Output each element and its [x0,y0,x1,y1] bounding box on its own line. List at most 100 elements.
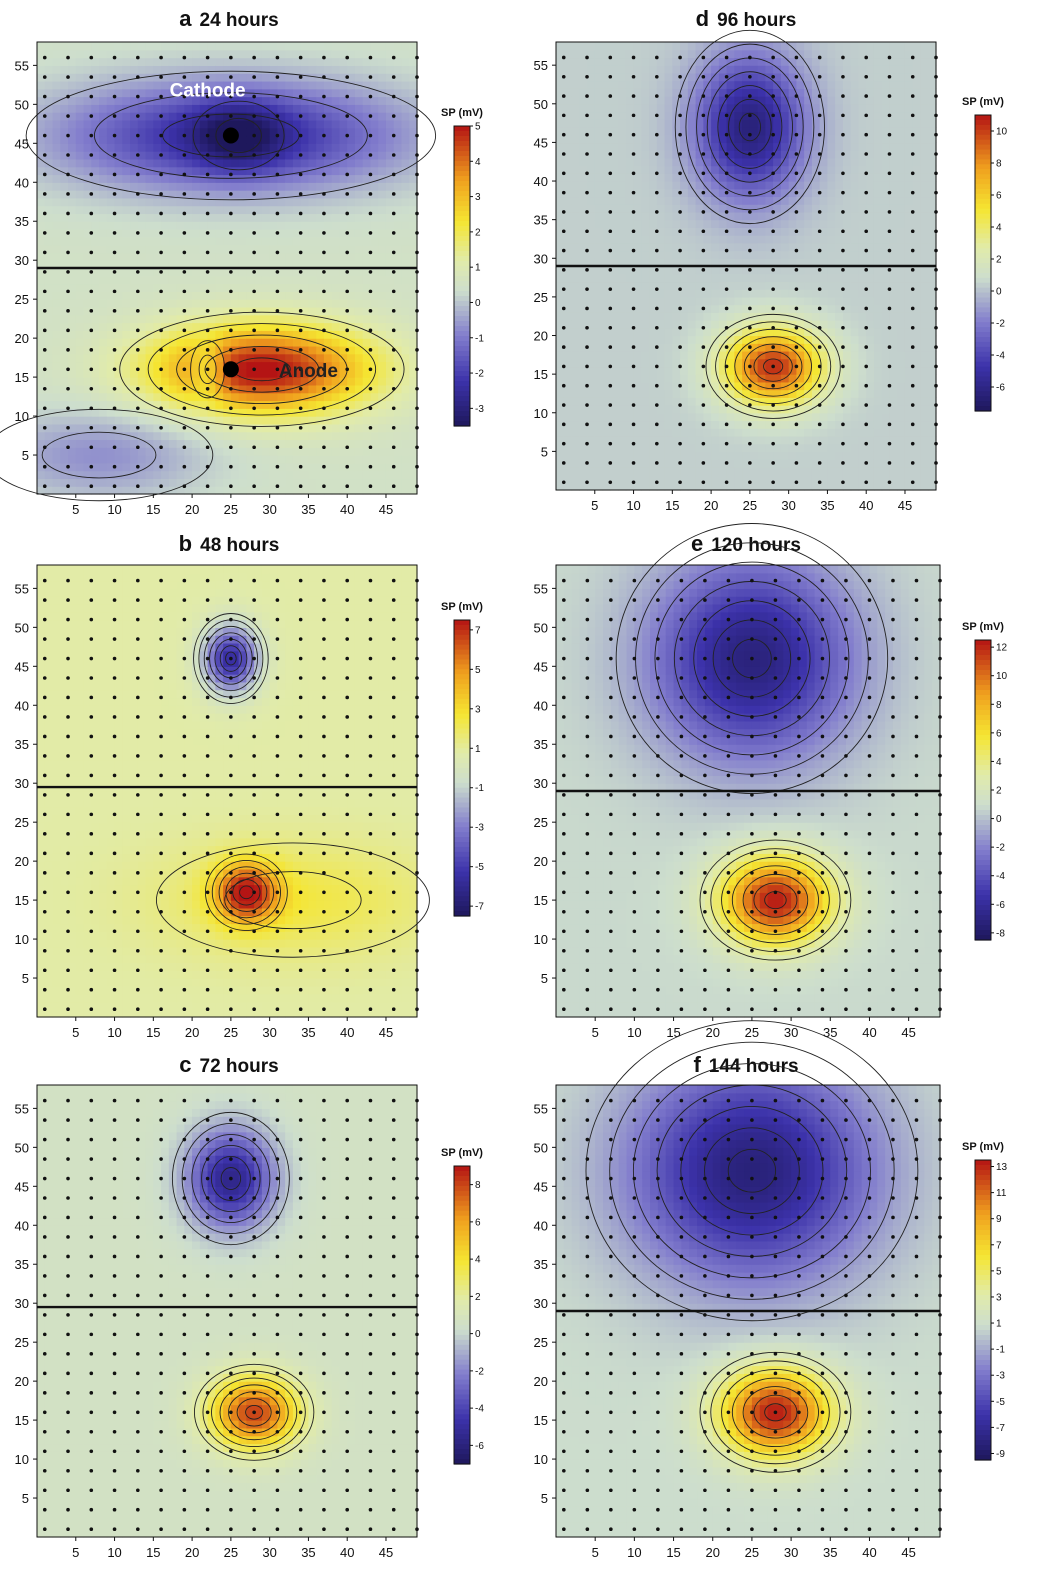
heat-cell [308,455,317,464]
heat-cell [176,119,185,129]
heat-cell [145,627,154,636]
heat-cell [176,112,185,121]
heat-cell [60,627,69,636]
heat-cell [52,447,61,456]
heat-cell [83,470,92,480]
heat-cell [99,135,108,144]
heat-cell [192,65,201,74]
heat-cell [153,119,162,129]
heat-cell [60,229,69,238]
electrode-dot [66,464,70,469]
heat-cell [378,486,387,495]
heat-cell [223,993,232,1003]
heat-cell [114,213,123,222]
electrode-dot [42,231,47,235]
heat-cell [99,588,108,597]
heat-cell [215,423,224,433]
heat-cell [37,798,46,808]
electrode-dot [368,192,373,196]
heat-cell [362,236,372,246]
heat-cell [230,377,240,386]
electrode-dot [391,172,396,177]
heat-cell [122,127,131,137]
heat-cell [316,119,325,129]
heat-cell [331,283,341,292]
heat-cell [161,439,170,448]
electrode-dot [136,250,140,255]
heat-cell [37,244,46,254]
heat-cell [192,119,201,129]
heat-cell [68,455,77,464]
heat-cell [114,338,123,347]
heat-cell [83,73,92,82]
heat-cell [44,345,54,355]
heat-cell [122,400,131,409]
heat-cell [122,283,131,292]
heat-cell [153,744,162,753]
heat-cell [192,1001,201,1010]
heat-cell [161,666,170,675]
heat-cell [230,720,240,730]
heat-cell [401,197,410,207]
heat-cell [192,845,201,854]
heat-cell [176,268,185,277]
heat-cell [207,565,216,574]
electrode-dot [322,250,326,255]
heat-cell [145,603,154,613]
heat-cell [145,213,154,222]
heat-cell [223,470,232,480]
heat-cell [83,260,92,269]
heat-cell [44,627,54,636]
heat-cell [153,221,162,230]
heat-cell [44,49,54,59]
heat-cell [145,104,154,113]
heat-cell [145,416,154,425]
heat-cell [292,455,302,464]
heat-cell [230,283,240,292]
heat-cell [215,478,224,487]
heat-cell [192,260,201,269]
heat-cell [161,939,170,948]
heat-cell [75,993,85,1003]
heat-cell [230,447,240,456]
heat-cell [401,174,410,183]
heat-cell [238,470,247,480]
heat-cell [238,978,247,987]
heat-cell [83,127,92,137]
heat-cell [238,744,247,753]
heat-cell [215,931,224,940]
heat-cell [362,392,372,402]
electrode-dot [322,270,326,274]
heat-cell [99,627,108,636]
heat-cell [52,650,61,660]
heat-cell [323,182,333,191]
heat-cell [75,42,85,51]
heat-cell [52,197,61,207]
electrode-dot [345,231,350,235]
heat-cell [114,400,123,409]
y-tick-label: 55 [15,58,29,73]
heat-cell [261,299,271,308]
heat-cell [238,416,247,425]
heat-cell [161,338,170,347]
heat-cell [91,954,100,964]
heat-cell [393,182,403,191]
heat-cell [91,876,100,886]
heat-cell [75,588,85,597]
heat-cell [52,49,61,59]
heat-cell [145,993,154,1003]
heat-cell [409,338,418,347]
heat-cell [99,900,108,909]
heat-cell [385,197,395,207]
heat-cell [192,96,201,105]
heat-cell [75,151,85,160]
heat-cell [99,822,108,831]
colorbar-tick-label: -1 [475,333,484,344]
heat-cell [68,158,77,168]
heat-cell [401,275,410,285]
electrode-dot [252,94,256,99]
heat-cell [99,260,108,269]
electrode-dot [275,386,280,391]
heat-cell [122,923,131,932]
heat-cell [207,478,216,487]
